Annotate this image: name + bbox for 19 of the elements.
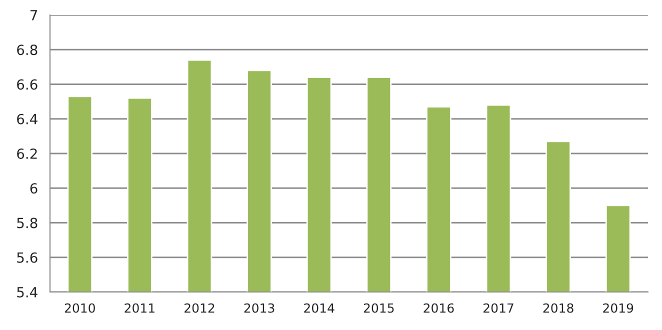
x-tick-label: 2011 — [124, 303, 154, 313]
x-tick-label: 2013 — [244, 303, 274, 313]
y-tick-label: 6.6 — [17, 79, 38, 90]
x-tick-label: 2012 — [184, 303, 214, 313]
y-tick-label: 6.4 — [17, 114, 38, 124]
x-tick-label: 2017 — [484, 303, 514, 313]
x-tick-label: 2018 — [543, 303, 574, 313]
y-tick-label: 6 — [30, 183, 38, 194]
x-tick-label: 2015 — [364, 303, 394, 313]
x-tick-label: 2014 — [304, 303, 334, 313]
x-tick-label: 2016 — [424, 303, 454, 313]
y-tick-label: 6.2 — [17, 148, 37, 159]
y-tick-label: 6.8 — [17, 44, 38, 56]
y-tick-label: 5.4 — [17, 287, 38, 298]
y-tick-label: 7 — [30, 10, 38, 20]
y-tick-label: 5.6 — [17, 252, 38, 263]
x-tick-label: 2010 — [64, 303, 95, 313]
x-tick-label: 2019 — [603, 303, 634, 313]
y-tick-label: 5.8 — [17, 218, 38, 228]
